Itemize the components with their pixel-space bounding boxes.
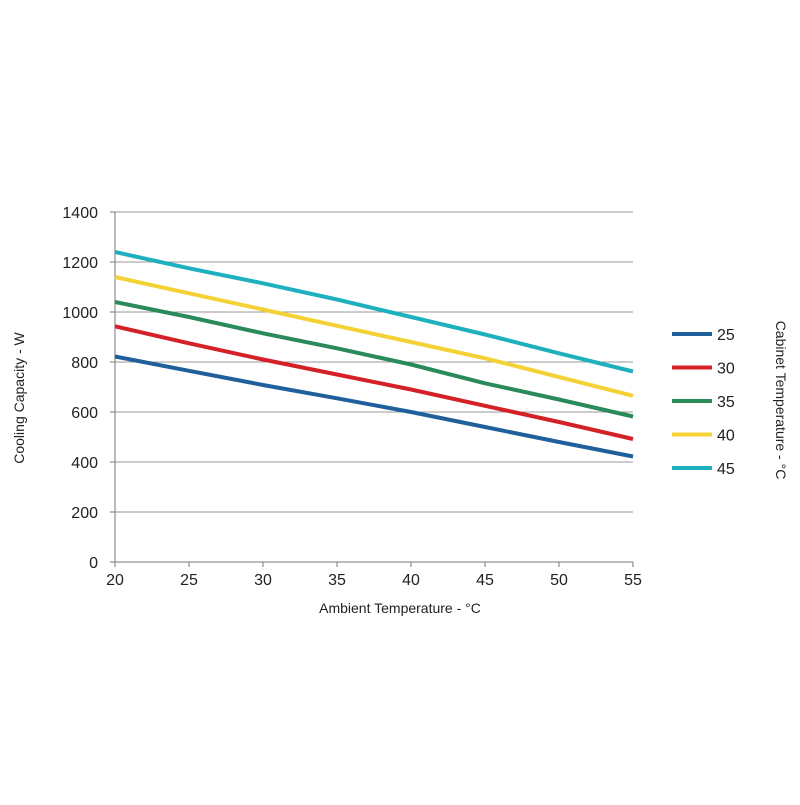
y-tick-label: 0	[89, 555, 98, 572]
grid	[115, 211, 633, 513]
y-tick-label: 200	[71, 505, 98, 522]
legend-label-40: 40	[717, 428, 735, 445]
series-line-25	[114, 354, 634, 459]
y-axis-title: Cooling Capacity - W	[11, 331, 27, 463]
y-tick-label: 400	[71, 455, 98, 472]
y-tick-label: 1000	[62, 305, 98, 322]
y-tick-label: 1400	[62, 205, 98, 222]
legend-label-25: 25	[717, 327, 735, 344]
x-tick-label: 25	[180, 572, 198, 589]
x-tick-label: 50	[550, 572, 568, 589]
series-line-30	[114, 324, 634, 441]
legend-label-35: 35	[717, 394, 735, 411]
y-tick-label: 1200	[62, 255, 98, 272]
legend: 25 30 35 40 45	[672, 327, 735, 478]
series-lines	[114, 250, 634, 459]
y-tick-label: 600	[71, 405, 98, 422]
series-line-35	[114, 300, 634, 419]
x-axis-title: Ambient Temperature - °C	[319, 600, 481, 616]
legend-label-30: 30	[717, 361, 735, 378]
x-tick-label: 45	[476, 572, 494, 589]
x-tick-label: 40	[402, 572, 420, 589]
x-tick-label: 35	[328, 572, 346, 589]
axes: 0 200 400 600 800 1000 1200 1400 20 25 30 35 40 45 50 5…	[62, 205, 642, 589]
x-tick-label: 30	[254, 572, 272, 589]
y-tick-label: 800	[71, 355, 98, 372]
series-line-45	[114, 250, 634, 374]
x-tick-label: 55	[624, 572, 642, 589]
legend-title: Cabinet Temperature - °C	[773, 321, 789, 480]
x-tick-label: 20	[106, 572, 124, 589]
legend-label-45: 45	[717, 461, 735, 478]
series-line-40	[114, 275, 634, 398]
